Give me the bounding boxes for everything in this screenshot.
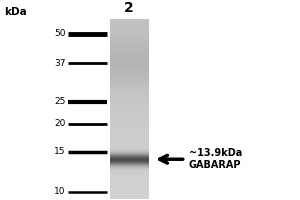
Text: 20: 20 (54, 119, 65, 128)
Text: 50: 50 (54, 29, 65, 38)
Text: 2: 2 (124, 1, 134, 15)
Text: 15: 15 (54, 147, 65, 156)
Text: GABARAP: GABARAP (189, 160, 241, 170)
Text: ~13.9kDa: ~13.9kDa (189, 148, 242, 158)
Text: 37: 37 (54, 59, 65, 68)
Text: kDa: kDa (4, 7, 27, 17)
Text: 25: 25 (54, 97, 65, 106)
Text: 10: 10 (54, 187, 65, 196)
